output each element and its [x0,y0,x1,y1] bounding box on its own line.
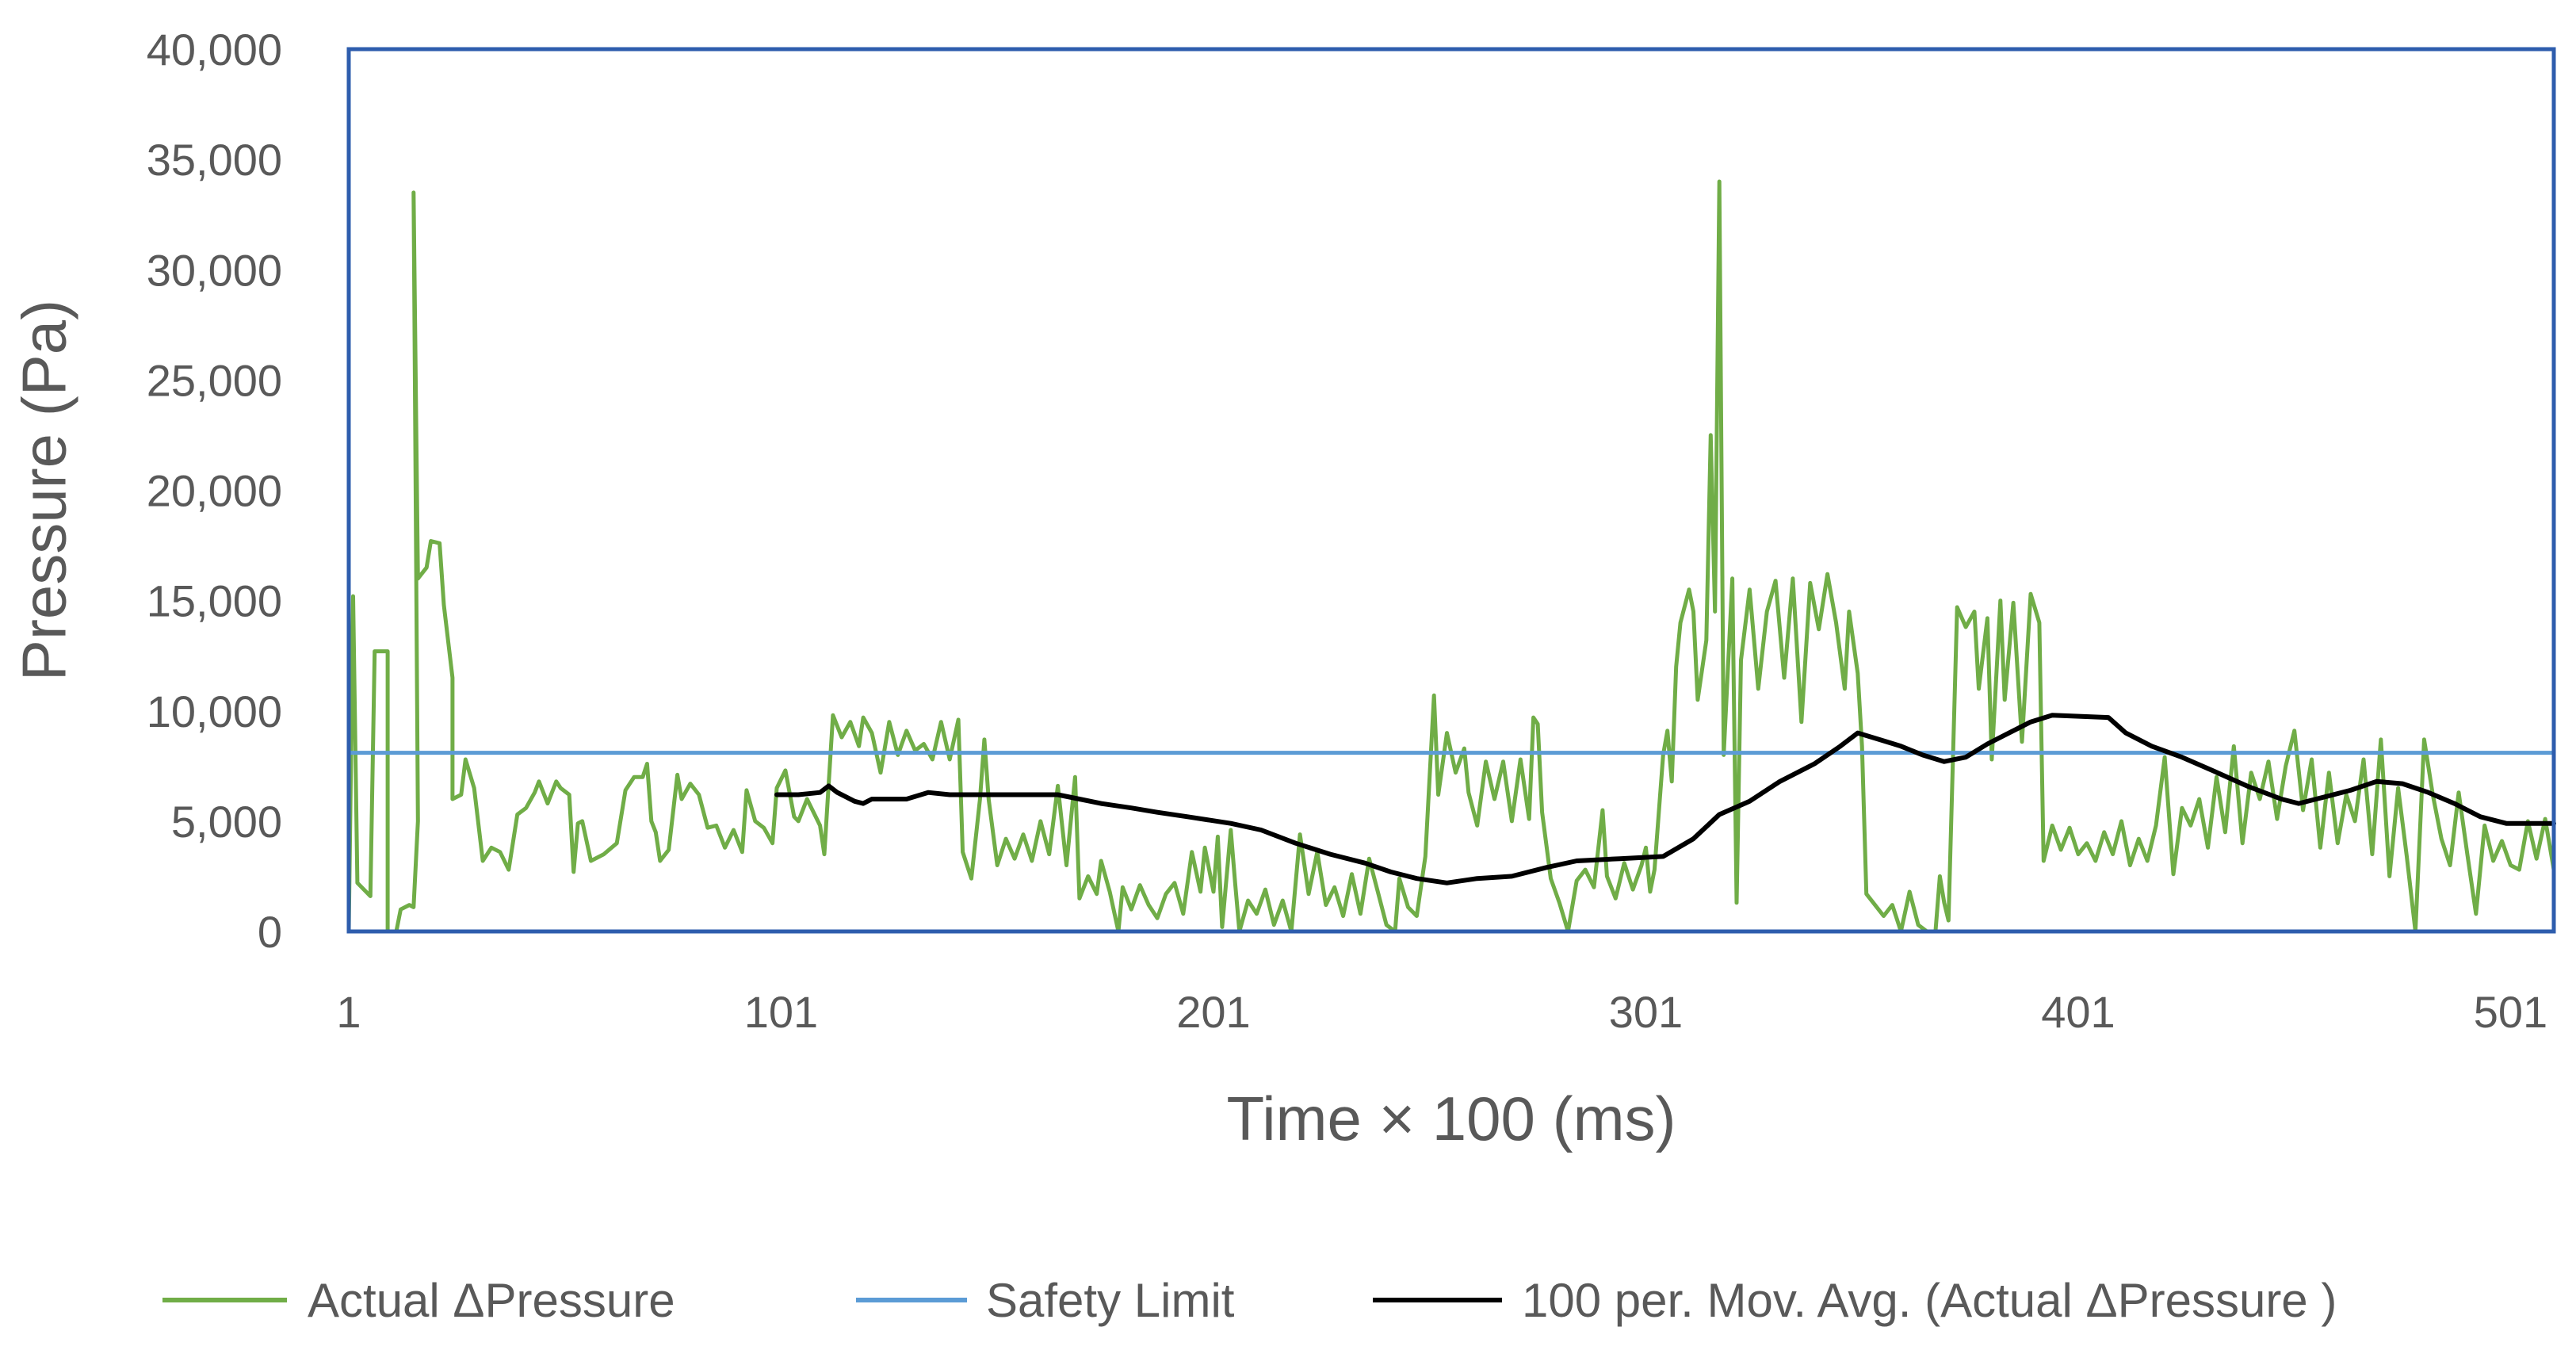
y-tick-label: 15,000 [147,576,282,626]
series-line-moving-average [774,713,2556,885]
y-tick-label: 10,000 [147,686,282,736]
legend-entry-safety-limit: Safety Limit [856,1274,1235,1327]
y-axis-ticks: 0 5,000 10,000 15,000 20,000 25,000 30,000 35,0… [147,25,282,957]
x-tick-label: 101 [744,987,818,1037]
x-tick-label: 301 [1609,987,1683,1037]
y-tick-label: 5,000 [171,797,282,847]
legend-entry-moving-average: 100 per. Mov. Avg. (Actual ΔPressure ) [1373,1274,2337,1327]
y-axis-title: Pressure (Pa) [10,300,79,681]
x-tick-label: 401 [2041,987,2115,1037]
y-tick-label: 30,000 [147,245,282,295]
y-tick-label: 20,000 [147,466,282,516]
legend-label: Actual ΔPressure [308,1274,675,1327]
plot-series [346,179,2556,934]
y-tick-label: 40,000 [147,25,282,75]
series-line-actual-pressure [346,179,2556,934]
x-tick-label: 501 [2474,987,2547,1037]
y-tick-label: 25,000 [147,355,282,405]
plot-area-frame [346,47,2556,934]
y-tick-label: 0 [258,907,282,957]
legend: Actual ΔPressure Safety Limit 100 per. Mov… [162,1274,2337,1327]
legend-label: Safety Limit [986,1274,1235,1327]
x-axis-ticks: 1 101 201 301 401 501 [336,987,2547,1037]
y-tick-label: 35,000 [147,135,282,185]
x-tick-label: 201 [1176,987,1250,1037]
legend-label: 100 per. Mov. Avg. (Actual ΔPressure ) [1522,1274,2337,1327]
x-axis-title: Time × 100 (ms) [1226,1084,1676,1153]
x-tick-label: 1 [336,987,361,1037]
legend-entry-actual-pressure: Actual ΔPressure [162,1274,675,1327]
